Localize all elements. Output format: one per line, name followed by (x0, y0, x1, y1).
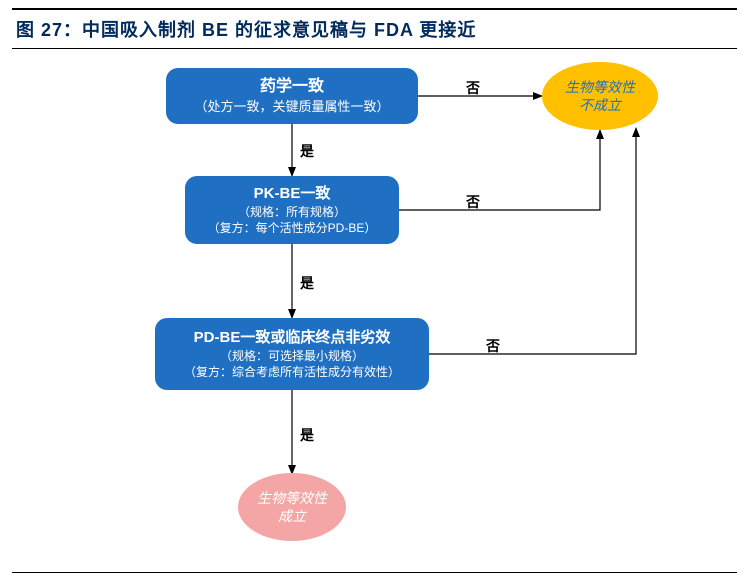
node-pharma-consistency: 药学一致 （处方一致，关键质量属性一致） (166, 68, 418, 124)
node-n2-sub2: （复方：每个活性成分PD-BE） (208, 220, 377, 236)
bottom-rule (12, 572, 737, 573)
edge-label-no-3: 否 (486, 336, 500, 356)
node-n1-sub: （处方一致，关键质量属性一致） (194, 98, 389, 116)
edge-label-yes-2: 是 (300, 273, 314, 293)
node-pk-be: PK-BE一致 （规格：所有规格） （复方：每个活性成分PD-BE） (185, 176, 399, 244)
node-ok: 生物等效性 成立 (238, 473, 346, 541)
node-n2-main: PK-BE一致 (254, 184, 331, 204)
edge-e_n2_fail (399, 130, 600, 210)
node-n3-sub2: （复方：综合考虑所有活性成分有效性） (184, 364, 400, 380)
node-n3-sub1: （规格：可选择最小规格） (220, 348, 364, 364)
node-pd-be: PD-BE一致或临床终点非劣效 （规格：可选择最小规格） （复方：综合考虑所有活… (155, 318, 429, 390)
figure-root: 图 27：中国吸入制剂 BE 的征求意见稿与 FDA 更接近 药学一致 （处方一… (0, 0, 749, 581)
edge-label-no-2: 否 (466, 192, 480, 212)
node-n2-sub1: （规格：所有规格） (238, 204, 346, 220)
node-n3-main: PD-BE一致或临床终点非劣效 (194, 328, 391, 348)
edge-label-yes-3: 是 (300, 425, 314, 445)
node-ok-line2: 成立 (278, 507, 306, 525)
node-n1-main: 药学一致 (260, 76, 324, 98)
edge-label-no-1: 否 (466, 78, 480, 98)
node-fail-line1: 生物等效性 (565, 78, 635, 96)
node-fail: 生物等效性 不成立 (542, 62, 658, 130)
node-fail-line2: 不成立 (579, 96, 621, 114)
edge-e_n3_fail (429, 128, 636, 354)
node-ok-line1: 生物等效性 (257, 489, 327, 507)
edge-label-yes-1: 是 (300, 141, 314, 161)
